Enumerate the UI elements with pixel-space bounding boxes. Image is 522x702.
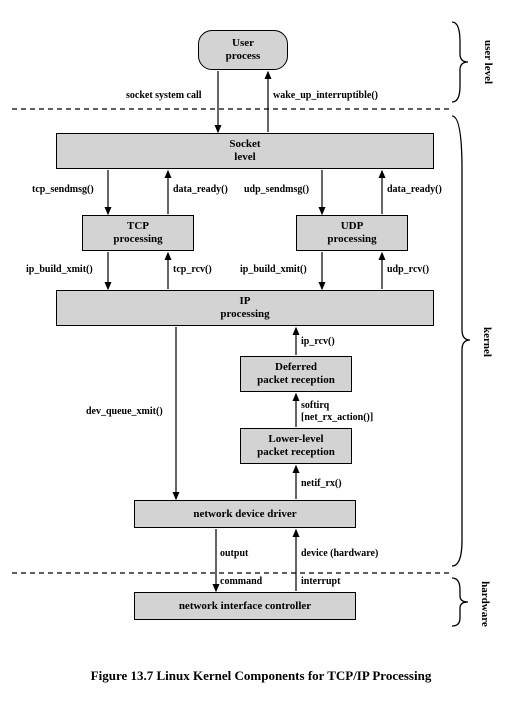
lbl-command: command	[220, 576, 262, 587]
node-driver: network device driver	[134, 500, 356, 528]
figure-caption: Figure 13.7 Linux Kernel Components for …	[0, 668, 522, 684]
node-tcp: TCP processing	[82, 215, 194, 251]
t: processing	[57, 308, 433, 321]
lbl-socket-system-call: socket system call	[126, 90, 202, 101]
lbl-net-rx-action: [net_rx_action()]	[301, 412, 373, 423]
t: TCP	[83, 220, 193, 233]
lbl-wake-up-interruptible: wake_up_interruptible()	[273, 90, 378, 101]
lbl-softirq: softirq	[301, 400, 329, 411]
node-ip: IP processing	[56, 290, 434, 326]
t: level	[57, 151, 433, 164]
t: network interface controller	[135, 600, 355, 613]
lbl-data-ready-1: data_ready()	[173, 184, 228, 195]
t: packet reception	[241, 374, 351, 387]
layer-user: user level	[482, 40, 494, 84]
lbl-udp-rcv: udp_rcv()	[387, 264, 429, 275]
lbl-ip-build-xmit-2: ip_build_xmit()	[240, 264, 307, 275]
lbl-interrupt: interrupt	[301, 576, 340, 587]
t: network device driver	[135, 508, 355, 521]
t: Lower-level	[241, 433, 351, 446]
lbl-netif-rx: netif_rx()	[301, 478, 342, 489]
node-lower: Lower-level packet reception	[240, 428, 352, 464]
t: process	[199, 50, 287, 63]
lbl-output: output	[220, 548, 248, 559]
lbl-ip-rcv: ip_rcv()	[301, 336, 335, 347]
lbl-tcp-sendmsg: tcp_sendmsg()	[32, 184, 94, 195]
lbl-data-ready-2: data_ready()	[387, 184, 442, 195]
node-socket-level: Socket level	[56, 133, 434, 169]
t: Deferred	[241, 361, 351, 374]
t: UDP	[297, 220, 407, 233]
layer-hardware: hardware	[479, 581, 491, 627]
t: packet reception	[241, 446, 351, 459]
lbl-tcp-rcv: tcp_rcv()	[173, 264, 212, 275]
t: processing	[83, 233, 193, 246]
t: Socket	[57, 138, 433, 151]
node-deferred: Deferred packet reception	[240, 356, 352, 392]
node-nic: network interface controller	[134, 592, 356, 620]
node-udp: UDP processing	[296, 215, 408, 251]
node-user-process: User process	[198, 30, 288, 70]
lbl-dev-queue-xmit: dev_queue_xmit()	[86, 406, 163, 417]
t: User	[199, 37, 287, 50]
lbl-device: device (hardware)	[301, 548, 378, 559]
t: processing	[297, 233, 407, 246]
lbl-ip-build-xmit-1: ip_build_xmit()	[26, 264, 93, 275]
layer-kernel: kernel	[481, 327, 493, 357]
t: IP	[57, 295, 433, 308]
lbl-udp-sendmsg: udp_sendmsg()	[244, 184, 309, 195]
